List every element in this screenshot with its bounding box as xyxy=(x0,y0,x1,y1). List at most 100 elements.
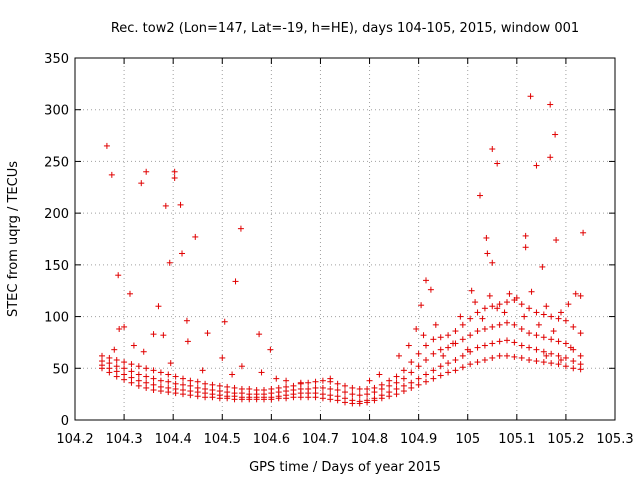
data-point xyxy=(415,375,422,382)
data-point xyxy=(165,378,172,385)
data-point xyxy=(489,259,496,266)
data-point xyxy=(552,131,559,138)
data-point xyxy=(562,363,569,370)
x-tick-labels: 104.2 104.3 104.4 104.5 104.6 104.7 104.8 104.9… xyxy=(56,432,633,447)
data-point xyxy=(135,382,142,389)
y-tick-label: 200 xyxy=(44,207,69,222)
data-point xyxy=(415,363,422,370)
data-point xyxy=(155,303,162,310)
data-point xyxy=(423,277,429,284)
data-point xyxy=(157,388,164,395)
data-point xyxy=(535,321,542,328)
data-point xyxy=(445,344,452,351)
data-point xyxy=(481,342,488,349)
y-tick-label: 100 xyxy=(44,311,69,326)
data-point xyxy=(518,325,525,332)
data-point xyxy=(204,330,211,337)
data-point xyxy=(386,377,393,384)
x-tick-label: 104.7 xyxy=(302,432,339,447)
data-point xyxy=(224,383,231,390)
data-point xyxy=(548,350,555,357)
data-point xyxy=(504,319,510,326)
data-point xyxy=(437,346,444,353)
data-point xyxy=(548,360,555,367)
data-point xyxy=(202,394,209,401)
data-point xyxy=(547,101,554,108)
data-point xyxy=(165,389,172,396)
data-point xyxy=(342,382,348,389)
data-point xyxy=(283,377,290,384)
data-point xyxy=(111,346,118,353)
data-point xyxy=(157,369,164,376)
data-point xyxy=(558,309,564,316)
data-point xyxy=(494,305,501,312)
data-point xyxy=(539,263,546,270)
data-point xyxy=(496,321,503,328)
data-point xyxy=(334,387,341,394)
data-point xyxy=(150,387,157,394)
data-point xyxy=(450,340,456,347)
data-point xyxy=(143,365,150,372)
data-point xyxy=(464,346,471,353)
data-point xyxy=(489,303,496,310)
data-point xyxy=(577,330,584,337)
data-point xyxy=(445,369,452,376)
data-point xyxy=(511,339,518,346)
data-point xyxy=(518,354,525,361)
data-point xyxy=(408,359,415,366)
data-point xyxy=(396,352,402,359)
y-tick-label: 350 xyxy=(44,52,69,67)
data-point xyxy=(180,391,186,398)
data-point xyxy=(474,359,481,366)
data-point xyxy=(305,379,312,386)
data-point xyxy=(256,331,263,338)
data-point xyxy=(408,379,415,386)
data-point xyxy=(459,321,466,328)
data-point xyxy=(121,365,128,372)
data-point xyxy=(224,395,231,402)
data-point xyxy=(138,180,145,187)
data-point xyxy=(184,338,191,345)
data-point xyxy=(371,389,378,396)
data-point xyxy=(162,202,169,209)
data-point xyxy=(437,363,444,370)
data-point xyxy=(430,336,437,343)
data-point xyxy=(267,346,274,353)
data-point xyxy=(364,385,371,392)
data-point xyxy=(378,385,385,392)
data-point xyxy=(504,299,510,306)
data-point xyxy=(418,302,425,309)
data-point xyxy=(565,301,572,308)
data-point xyxy=(393,391,400,398)
y-tick-label: 50 xyxy=(52,362,69,377)
data-point xyxy=(430,375,437,382)
data-point xyxy=(135,371,142,378)
data-point xyxy=(494,160,501,167)
data-point xyxy=(183,317,190,324)
data-point xyxy=(319,377,326,384)
data-point xyxy=(157,377,164,384)
data-point xyxy=(386,393,393,400)
data-point xyxy=(562,317,569,324)
data-point xyxy=(199,367,206,374)
data-point xyxy=(258,369,265,376)
data-point xyxy=(555,315,562,322)
data-point xyxy=(268,396,275,403)
data-point xyxy=(528,288,535,295)
data-point xyxy=(305,394,312,401)
x-tick-label: 105.2 xyxy=(547,432,584,447)
data-point xyxy=(216,395,223,402)
data-point xyxy=(468,287,475,294)
data-point xyxy=(415,381,422,388)
data-point xyxy=(393,385,400,392)
data-point xyxy=(472,299,479,306)
data-point xyxy=(423,357,429,364)
data-point xyxy=(150,381,157,388)
data-point xyxy=(327,385,334,392)
data-point xyxy=(555,352,562,359)
chart-title: Rec. tow2 (Lon=147, Lat=-19, h=HE), days… xyxy=(111,21,579,36)
y-tick-label: 150 xyxy=(44,259,69,274)
data-point xyxy=(378,395,385,402)
data-point xyxy=(467,361,474,368)
